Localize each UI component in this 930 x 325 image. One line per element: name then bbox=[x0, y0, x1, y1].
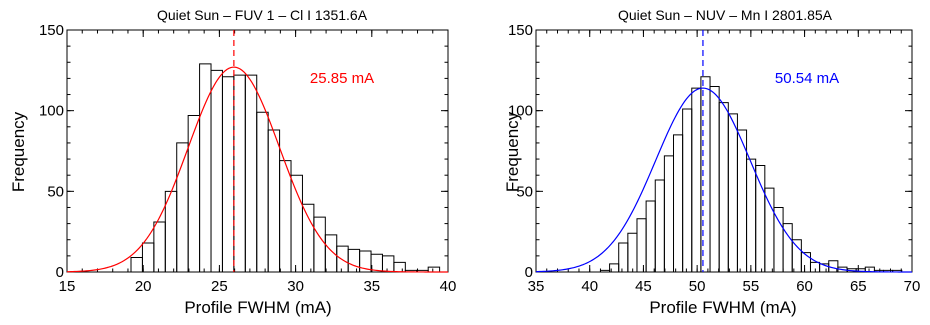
x-tick-label: 40 bbox=[440, 278, 457, 295]
y-tick-label: 100 bbox=[39, 103, 64, 120]
histogram-bin bbox=[709, 85, 720, 272]
histogram-bin bbox=[279, 160, 292, 272]
plot-frame bbox=[535, 29, 913, 273]
y-tick-label: 0 bbox=[56, 264, 64, 281]
y-tick-label: 50 bbox=[516, 183, 533, 200]
histogram-bin bbox=[187, 115, 201, 272]
histogram-bin bbox=[393, 261, 406, 272]
histogram-bin bbox=[153, 221, 166, 272]
fit-width-annotation: 50.54 mA bbox=[775, 70, 839, 87]
histogram-bin bbox=[764, 187, 775, 272]
x-tick-label: 50 bbox=[689, 278, 706, 295]
x-axis-label: Profile FWHM (mA) bbox=[649, 298, 796, 317]
histogram-bin bbox=[256, 111, 269, 272]
x-tick-label: 35 bbox=[363, 278, 380, 295]
histogram-bin bbox=[381, 255, 395, 272]
y-tick-label: 150 bbox=[39, 22, 64, 39]
gaussian-fit-curve bbox=[66, 66, 448, 273]
x-tick-label: 35 bbox=[528, 278, 545, 295]
histogram-bin bbox=[636, 218, 647, 272]
histogram-bin bbox=[210, 69, 223, 272]
x-tick-label: 40 bbox=[581, 278, 598, 295]
histogram-bin bbox=[736, 129, 748, 272]
histogram-bin bbox=[663, 155, 675, 272]
histogram-bin bbox=[233, 74, 246, 272]
y-tick-label: 150 bbox=[508, 22, 533, 39]
x-tick-label: 65 bbox=[850, 278, 867, 295]
x-tick-label: 60 bbox=[796, 278, 813, 295]
x-tick-label: 20 bbox=[135, 278, 152, 295]
x-tick-label: 55 bbox=[743, 278, 760, 295]
chart-title: Quiet Sun – NUV – Mn I 2801.85A bbox=[618, 7, 833, 23]
histogram-bin bbox=[654, 179, 665, 272]
histogram-bin bbox=[755, 165, 766, 272]
histogram-bin bbox=[718, 102, 729, 272]
y-tick-label: 0 bbox=[525, 264, 533, 281]
histogram-bin bbox=[244, 74, 258, 272]
histogram-bin bbox=[864, 266, 875, 272]
histogram-bin bbox=[164, 190, 178, 272]
gaussian-fit-curve bbox=[535, 87, 912, 273]
x-tick-label: 45 bbox=[635, 278, 652, 295]
histogram-bin bbox=[347, 248, 361, 272]
histogram-bin bbox=[290, 174, 303, 272]
histogram-bin bbox=[773, 206, 784, 272]
histogram-bin bbox=[682, 108, 693, 272]
x-tick-label: 70 bbox=[904, 278, 921, 295]
histogram-bin bbox=[700, 76, 711, 272]
fit-width-annotation: 25.85 mA bbox=[310, 70, 374, 87]
histogram-bin bbox=[618, 242, 629, 272]
histogram-bin bbox=[301, 203, 315, 272]
histogram-panel-fuv: Quiet Sun – FUV 1 – Cl I 1351.6A Frequen… bbox=[9, 7, 456, 317]
histogram-bin bbox=[313, 216, 326, 272]
histogram-bin bbox=[645, 200, 656, 272]
histogram-bin bbox=[141, 242, 155, 272]
y-tick-label: 50 bbox=[47, 183, 64, 200]
histogram-bin bbox=[791, 239, 802, 272]
x-tick-label: 15 bbox=[59, 278, 76, 295]
histogram-bin bbox=[221, 76, 235, 272]
chart-title: Quiet Sun – FUV 1 – Cl I 1351.6A bbox=[157, 7, 368, 23]
histogram-bin bbox=[324, 234, 338, 272]
histogram-bin bbox=[370, 253, 383, 272]
histogram-bin bbox=[673, 134, 684, 272]
histogram-bin bbox=[130, 256, 143, 272]
histogram-bin bbox=[267, 129, 281, 272]
histogram-bin bbox=[727, 113, 738, 272]
x-tick-label: 30 bbox=[287, 278, 304, 295]
y-axis-label: Frequency bbox=[9, 111, 28, 192]
histogram-bin bbox=[627, 232, 638, 272]
plot-frame bbox=[66, 29, 449, 273]
y-tick-label: 100 bbox=[508, 103, 533, 120]
y-axis-label: Frequency bbox=[503, 111, 522, 192]
histogram-bin bbox=[691, 87, 702, 272]
histogram-panel-nuv: Quiet Sun – NUV – Mn I 2801.85A Frequenc… bbox=[503, 7, 920, 317]
histogram-bin bbox=[746, 158, 757, 272]
x-axis-label: Profile FWHM (mA) bbox=[184, 298, 331, 317]
histogram-bin bbox=[427, 266, 441, 272]
histogram-bin bbox=[892, 269, 903, 272]
x-tick-label: 25 bbox=[211, 278, 228, 295]
